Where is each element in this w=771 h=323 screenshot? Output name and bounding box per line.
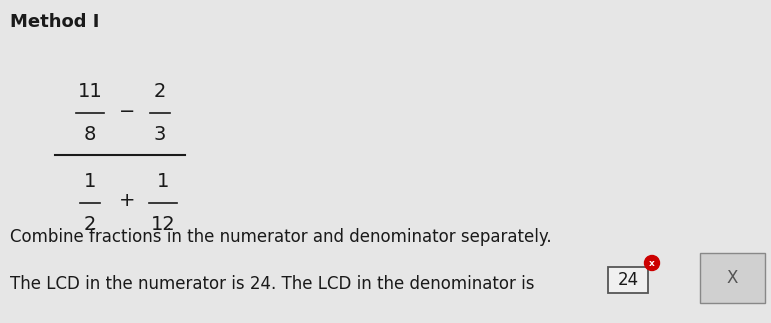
Text: 3: 3 xyxy=(153,125,167,144)
Text: 24: 24 xyxy=(618,271,638,289)
Text: 2: 2 xyxy=(153,82,167,101)
Text: 12: 12 xyxy=(150,215,175,234)
Text: 1: 1 xyxy=(157,172,169,191)
Circle shape xyxy=(645,255,659,270)
Text: −: − xyxy=(119,101,135,120)
FancyBboxPatch shape xyxy=(700,253,765,303)
Text: Combine fractions in the numerator and denominator separately.: Combine fractions in the numerator and d… xyxy=(10,228,551,246)
FancyBboxPatch shape xyxy=(608,267,648,293)
Text: The LCD in the numerator is 24. The LCD in the denominator is: The LCD in the numerator is 24. The LCD … xyxy=(10,275,534,293)
Text: 11: 11 xyxy=(78,82,103,101)
Text: 1: 1 xyxy=(84,172,96,191)
Text: x: x xyxy=(649,258,655,267)
Text: 8: 8 xyxy=(84,125,96,144)
Text: 2: 2 xyxy=(84,215,96,234)
Text: +: + xyxy=(119,192,135,211)
Text: Method I: Method I xyxy=(10,13,99,31)
Text: X: X xyxy=(726,269,738,287)
